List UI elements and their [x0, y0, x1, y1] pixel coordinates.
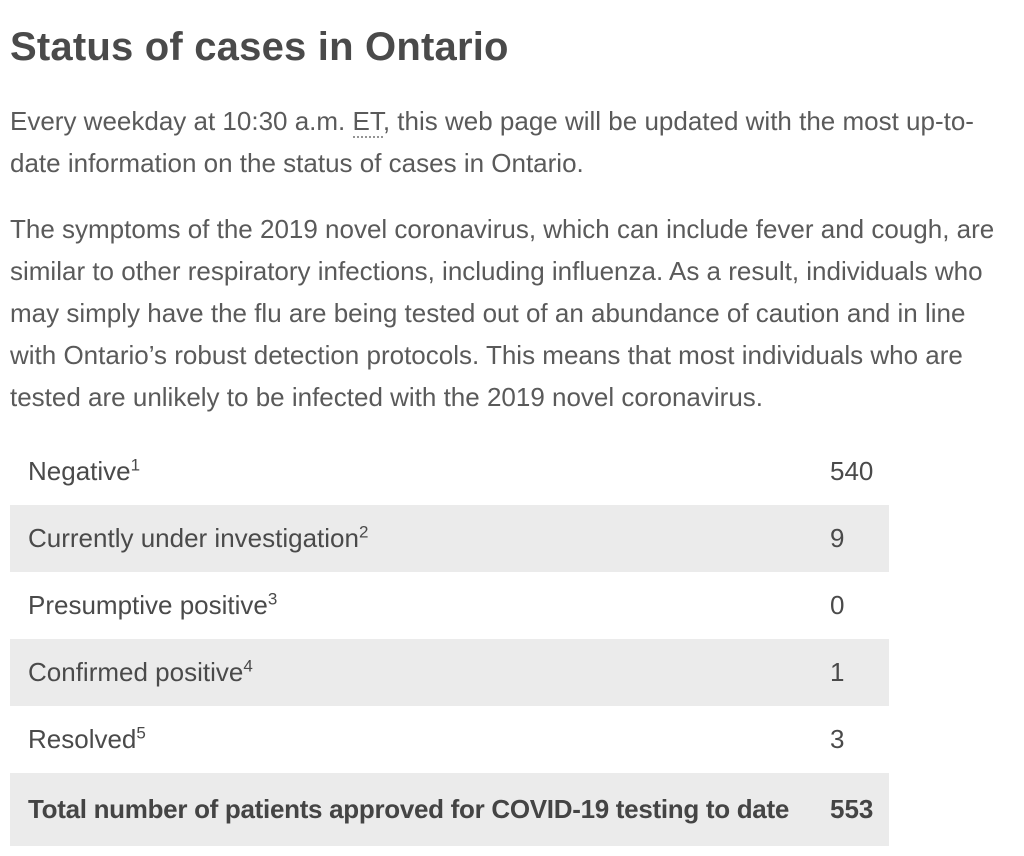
table-row-presumptive-positive: Presumptive positive3 0 — [10, 572, 889, 639]
row-label: Confirmed positive — [28, 657, 244, 687]
et-abbreviation[interactable]: ET — [352, 106, 383, 138]
table-row-total: Total number of patients approved for CO… — [10, 773, 889, 846]
row-value: 9 — [830, 523, 845, 553]
table-row-under-investigation: Currently under investigation2 9 — [10, 505, 889, 572]
table-row-negative: Negative1 540 — [10, 438, 889, 505]
footnote-marker: 5 — [136, 723, 146, 743]
footnote-marker: 3 — [267, 589, 278, 609]
row-label: Negative — [28, 456, 131, 486]
row-value: 3 — [830, 724, 845, 754]
table-row-resolved: Resolved5 3 — [10, 706, 889, 773]
row-label: Presumptive positive — [28, 590, 268, 620]
row-value: 540 — [830, 456, 874, 486]
row-value: 1 — [830, 657, 845, 687]
total-row-value: 553 — [830, 794, 874, 824]
intro-text-post: , this web page will be updated with the… — [10, 106, 974, 178]
table-row-confirmed-positive: Confirmed positive4 1 — [10, 639, 889, 706]
footnote-marker: 1 — [130, 455, 141, 475]
case-status-table: Negative1 540 Currently under investigat… — [10, 438, 889, 846]
symptoms-paragraph: The symptoms of the 2019 novel coronavir… — [10, 214, 995, 412]
footnote-marker: 4 — [243, 656, 253, 676]
row-value: 0 — [830, 590, 845, 620]
row-label: Resolved — [28, 724, 137, 754]
footnote-marker: 2 — [358, 522, 369, 542]
page-title: Status of cases in Ontario — [10, 25, 509, 69]
row-label: Currently under investigation — [28, 523, 359, 553]
total-row-label: Total number of patients approved for CO… — [28, 794, 789, 824]
update-schedule-paragraph: Every weekday at 10:30 a.m. ET, this web… — [10, 100, 1010, 184]
intro-text-pre: Every weekday at 10:30 a.m. — [10, 106, 353, 136]
